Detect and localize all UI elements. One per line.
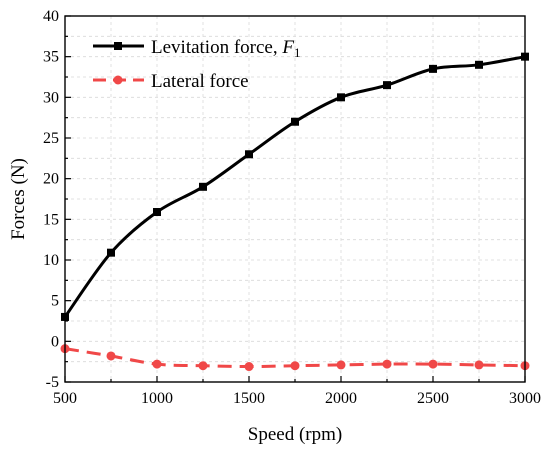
y-tick-label: 15: [43, 211, 59, 228]
data-point-circle: [428, 359, 438, 369]
tick-labels: 500 1000 1500 2000 2500 3000 -5 0 5 10 15 20 25 30 35 4…: [43, 8, 541, 407]
data-point-circle: [244, 362, 254, 372]
y-tick-label: 30: [43, 89, 59, 106]
legend-label-levitation-math: F: [281, 37, 294, 58]
x-tick-label: 1000: [141, 390, 173, 407]
data-point-square: [291, 117, 299, 126]
x-axis-title: Speed (rpm): [248, 424, 342, 445]
data-point-square: [153, 208, 161, 217]
x-tick-label: 2000: [325, 390, 357, 407]
y-tick-label: 10: [43, 252, 59, 269]
data-point-square: [337, 93, 345, 102]
data-point-circle: [198, 361, 208, 371]
x-tick-label: 500: [53, 390, 77, 407]
y-tick-label: 40: [43, 8, 59, 25]
data-point-circle: [382, 359, 392, 369]
legend: Levitation force, F1 Lateral force: [93, 37, 300, 92]
y-tick-label: 5: [51, 293, 59, 310]
data-point-square: [383, 81, 391, 90]
data-point-square: [429, 64, 437, 73]
y-tick-label: 20: [43, 171, 59, 188]
legend-marker-lateral: [113, 75, 123, 85]
data-point-square: [475, 60, 483, 69]
x-tick-label: 2500: [417, 390, 449, 407]
data-point-square: [199, 182, 207, 191]
y-axis-title: Forces (N): [8, 158, 29, 240]
data-point-circle: [474, 360, 484, 370]
data-point-circle: [106, 351, 116, 361]
x-tick-label: 3000: [509, 390, 541, 407]
legend-label-levitation: Levitation force, F1: [151, 37, 300, 60]
x-tick-label: 1500: [233, 390, 265, 407]
data-point-circle: [336, 360, 346, 370]
y-tick-label: 25: [43, 130, 59, 147]
data-point-circle: [152, 359, 162, 369]
data-point-circle: [290, 361, 300, 371]
legend-label-levitation-text: Levitation force,: [151, 37, 282, 58]
axis-ticks: [64, 15, 526, 383]
y-tick-label: -5: [46, 374, 59, 391]
legend-label-lateral: Lateral force: [151, 71, 249, 92]
data-point-square: [245, 150, 253, 159]
legend-label-levitation-subscript: 1: [294, 45, 301, 60]
y-tick-label: 0: [51, 333, 59, 350]
y-tick-label: 35: [43, 49, 59, 66]
legend-marker-levitation: [114, 42, 122, 50]
data-point-square: [107, 248, 115, 257]
grid: [64, 15, 526, 383]
